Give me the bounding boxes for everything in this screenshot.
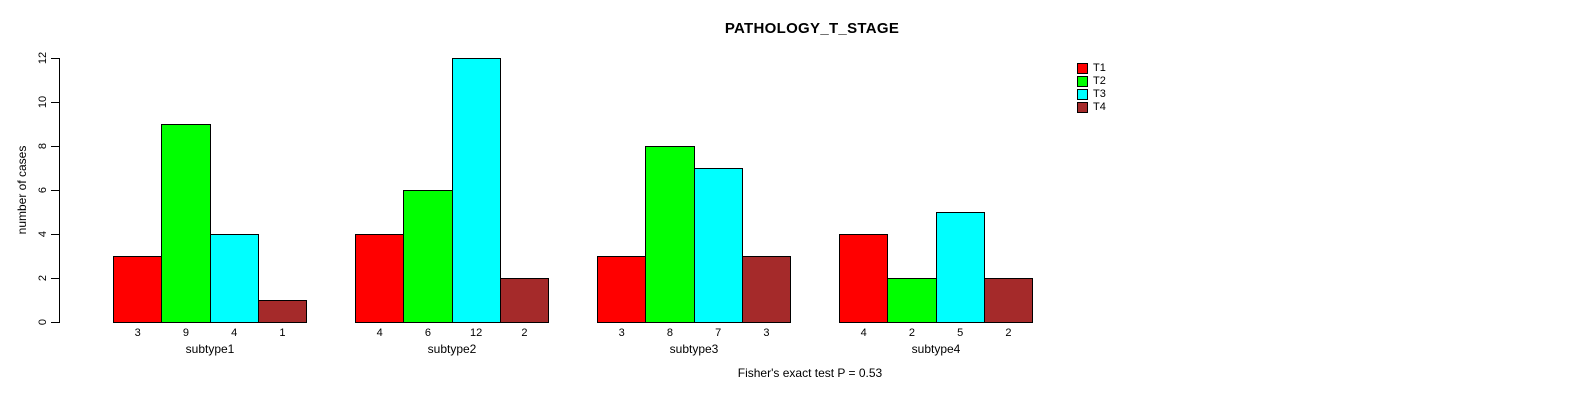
legend-swatch-t2 [1077,76,1088,87]
bar-value-label: 7 [715,327,722,339]
y-tick [51,146,59,147]
category-label-subtype4: subtype4 [911,342,961,356]
category-label-subtype3: subtype3 [669,342,719,356]
bar-value-label: 5 [957,327,964,339]
bar-value-label: 2 [1005,327,1012,339]
bar-value-label: 2 [521,327,528,339]
y-tick [51,58,59,59]
legend-label: T1 [1093,62,1106,74]
y-tick-label: 10 [37,95,49,109]
bar-t3-subtype4 [935,212,985,323]
legend-label: T3 [1093,88,1106,100]
legend-label: T2 [1093,75,1106,87]
bar-t4-subtype3 [741,256,791,323]
y-tick [51,234,59,235]
annotation-text: Fisher's exact test P = 0.53 [737,366,883,380]
y-tick-label: 6 [37,186,49,194]
bar-value-label: 6 [424,327,431,339]
y-tick [51,102,59,103]
bar-value-label: 4 [231,327,238,339]
legend-item-t3: T3 [1077,88,1106,101]
bar-t1-subtype2 [355,234,405,323]
bar-t2-subtype3 [645,146,695,323]
bar-t3-subtype1 [209,234,259,323]
chart-title: PATHOLOGY_T_STAGE [724,20,900,37]
bar-t1-subtype3 [597,256,647,323]
y-tick-label: 12 [37,51,49,65]
legend-item-t2: T2 [1077,75,1106,88]
bar-value-label: 3 [134,327,141,339]
bar-value-label: 3 [763,327,770,339]
bar-t1-subtype4 [839,234,889,323]
legend-swatch-t1 [1077,63,1088,74]
bar-value-label: 1 [279,327,286,339]
bar-value-label: 8 [666,327,673,339]
legend-item-t1: T1 [1077,62,1106,75]
bar-t3-subtype3 [693,168,743,323]
bar-value-label: 4 [376,327,383,339]
y-tick [51,278,59,279]
category-label-subtype2: subtype2 [427,342,477,356]
legend-item-t4: T4 [1077,101,1106,114]
bar-value-label: 3 [618,327,625,339]
bar-value-label: 12 [470,327,483,339]
y-tick-label: 0 [37,318,49,326]
bar-t4-subtype4 [983,278,1033,323]
bar-t3-subtype2 [451,58,501,323]
bar-t2-subtype4 [887,278,937,323]
bar-value-label: 9 [182,327,189,339]
legend-label: T4 [1093,101,1106,113]
y-tick [51,190,59,191]
legend-swatch-t3 [1077,89,1088,100]
bar-value-label: 4 [860,327,867,339]
bar-t4-subtype2 [499,278,549,323]
bar-t2-subtype2 [403,190,453,323]
category-label-subtype1: subtype1 [185,342,235,356]
bar-t4-subtype1 [257,300,307,323]
y-tick [51,322,59,323]
legend-swatch-t4 [1077,102,1088,113]
bar-t2-subtype1 [161,124,211,323]
y-axis-label: number of cases [15,145,29,235]
bar-t1-subtype1 [113,256,163,323]
y-tick-label: 8 [37,142,49,150]
y-axis-line [59,58,60,323]
bar-value-label: 2 [908,327,915,339]
y-tick-label: 2 [37,274,49,282]
legend: T1 T2 T3 T4 [1077,62,1106,114]
y-tick-label: 4 [37,230,49,238]
